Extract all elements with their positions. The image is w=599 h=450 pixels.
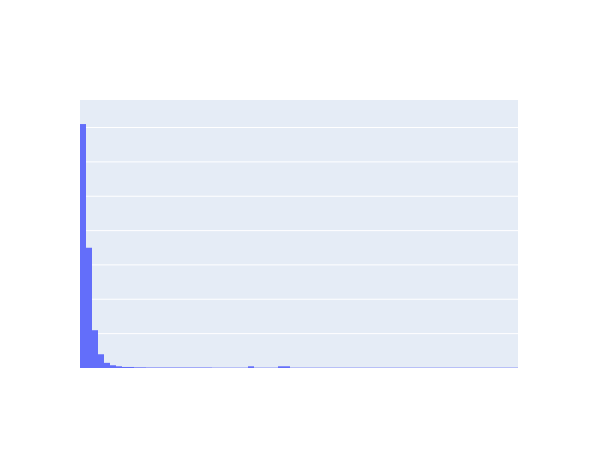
bars xyxy=(80,124,518,368)
histogram-bar-21 xyxy=(200,367,206,368)
histogram-bar-4 xyxy=(98,354,104,368)
histogram-bar-14 xyxy=(158,367,164,368)
histogram-bar-11 xyxy=(140,367,146,368)
histogram-bar-16 xyxy=(170,367,176,368)
histogram-bar-7 xyxy=(116,366,122,368)
histogram-bar-12 xyxy=(146,367,152,368)
histogram-bar-1 xyxy=(80,124,86,368)
histogram-bar-8 xyxy=(122,366,128,368)
gridlines xyxy=(80,126,518,335)
histogram-bar-17 xyxy=(176,367,182,368)
histogram-bar-18 xyxy=(182,367,188,368)
histogram-bar-29 xyxy=(248,366,254,368)
histogram-bar-34 xyxy=(278,366,284,368)
plot-background xyxy=(80,100,518,368)
histogram-bar-20 xyxy=(194,367,200,368)
histogram-bar-35 xyxy=(284,366,290,368)
histogram-bar-5 xyxy=(104,362,110,368)
histogram-bar-22 xyxy=(206,367,212,368)
histogram-bar-15 xyxy=(164,367,170,368)
histogram-bar-19 xyxy=(188,367,194,368)
histogram-bar-10 xyxy=(134,367,140,368)
histogram-bar-9 xyxy=(128,366,134,368)
histogram-bar-13 xyxy=(152,367,158,368)
histogram-bar-3 xyxy=(92,330,98,368)
histogram-bar-6 xyxy=(110,365,116,368)
histogram-bar-2 xyxy=(86,247,92,368)
